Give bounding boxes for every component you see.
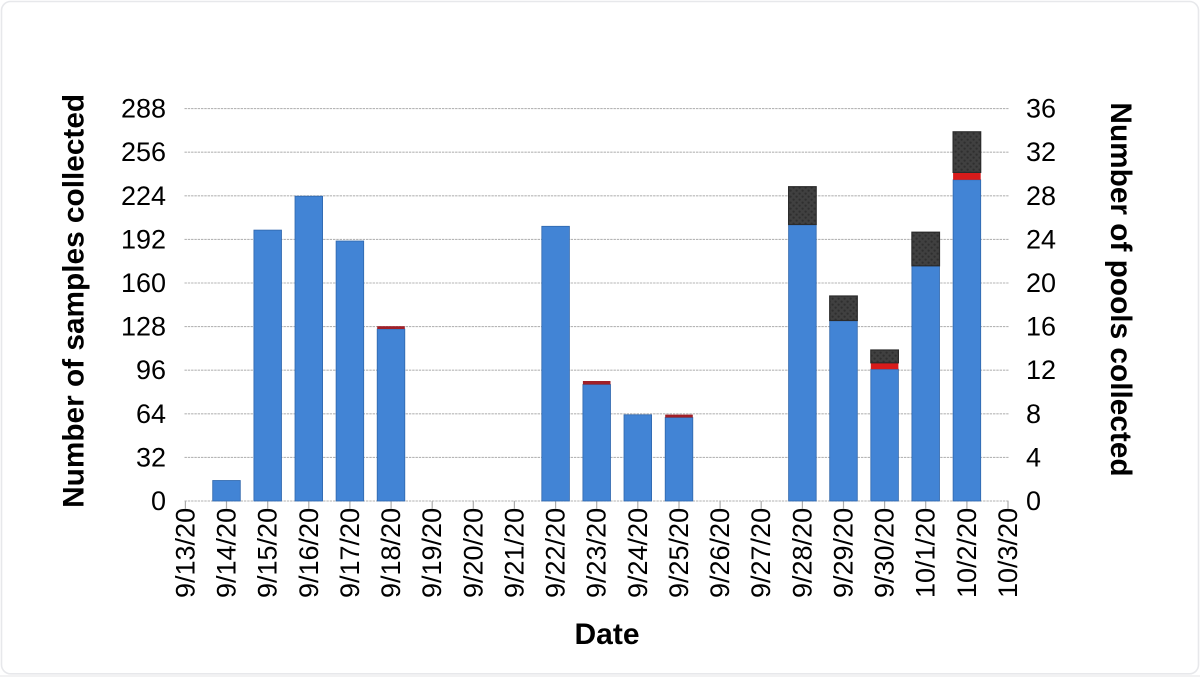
svg-text:9/27/20: 9/27/20 bbox=[746, 508, 776, 598]
svg-text:12: 12 bbox=[1026, 355, 1056, 385]
svg-text:24: 24 bbox=[1026, 224, 1056, 254]
svg-text:0: 0 bbox=[151, 486, 166, 516]
svg-text:9/23/20: 9/23/20 bbox=[582, 508, 612, 598]
svg-text:9/22/20: 9/22/20 bbox=[541, 508, 571, 598]
svg-text:9/24/20: 9/24/20 bbox=[623, 508, 653, 598]
svg-text:Number of pools collected: Number of pools collected bbox=[1104, 102, 1137, 476]
svg-text:128: 128 bbox=[121, 312, 166, 342]
svg-text:4: 4 bbox=[1026, 442, 1041, 472]
svg-text:288: 288 bbox=[121, 94, 166, 124]
svg-text:9/14/20: 9/14/20 bbox=[212, 508, 242, 598]
svg-text:9/19/20: 9/19/20 bbox=[417, 508, 447, 598]
svg-text:32: 32 bbox=[136, 442, 166, 472]
svg-text:9/16/20: 9/16/20 bbox=[294, 508, 324, 598]
svg-text:192: 192 bbox=[121, 224, 166, 254]
svg-text:64: 64 bbox=[136, 399, 166, 429]
svg-text:9/25/20: 9/25/20 bbox=[664, 508, 694, 598]
svg-text:32: 32 bbox=[1026, 137, 1056, 167]
svg-text:Date: Date bbox=[574, 618, 639, 651]
svg-text:160: 160 bbox=[121, 268, 166, 298]
svg-text:9/17/20: 9/17/20 bbox=[335, 508, 365, 598]
svg-text:9/30/20: 9/30/20 bbox=[870, 508, 900, 598]
svg-text:9/28/20: 9/28/20 bbox=[787, 508, 817, 598]
svg-text:10/2/20: 10/2/20 bbox=[952, 508, 982, 598]
svg-text:9/21/20: 9/21/20 bbox=[499, 508, 529, 598]
svg-text:96: 96 bbox=[136, 355, 166, 385]
svg-text:8: 8 bbox=[1026, 399, 1041, 429]
svg-text:9/15/20: 9/15/20 bbox=[253, 508, 283, 598]
svg-text:Number of samples collected: Number of samples collected bbox=[57, 94, 90, 508]
svg-text:9/29/20: 9/29/20 bbox=[829, 508, 859, 598]
svg-text:9/13/20: 9/13/20 bbox=[170, 508, 200, 598]
svg-text:28: 28 bbox=[1026, 181, 1056, 211]
svg-text:0: 0 bbox=[1026, 486, 1041, 516]
svg-text:9/26/20: 9/26/20 bbox=[705, 508, 735, 598]
svg-text:10/1/20: 10/1/20 bbox=[911, 508, 941, 598]
svg-text:224: 224 bbox=[121, 181, 166, 211]
svg-text:256: 256 bbox=[121, 137, 166, 167]
svg-text:9/20/20: 9/20/20 bbox=[458, 508, 488, 598]
svg-text:16: 16 bbox=[1026, 312, 1056, 342]
svg-text:9/18/20: 9/18/20 bbox=[376, 508, 406, 598]
svg-text:36: 36 bbox=[1026, 94, 1056, 124]
svg-text:20: 20 bbox=[1026, 268, 1056, 298]
svg-text:10/3/20: 10/3/20 bbox=[993, 508, 1023, 598]
